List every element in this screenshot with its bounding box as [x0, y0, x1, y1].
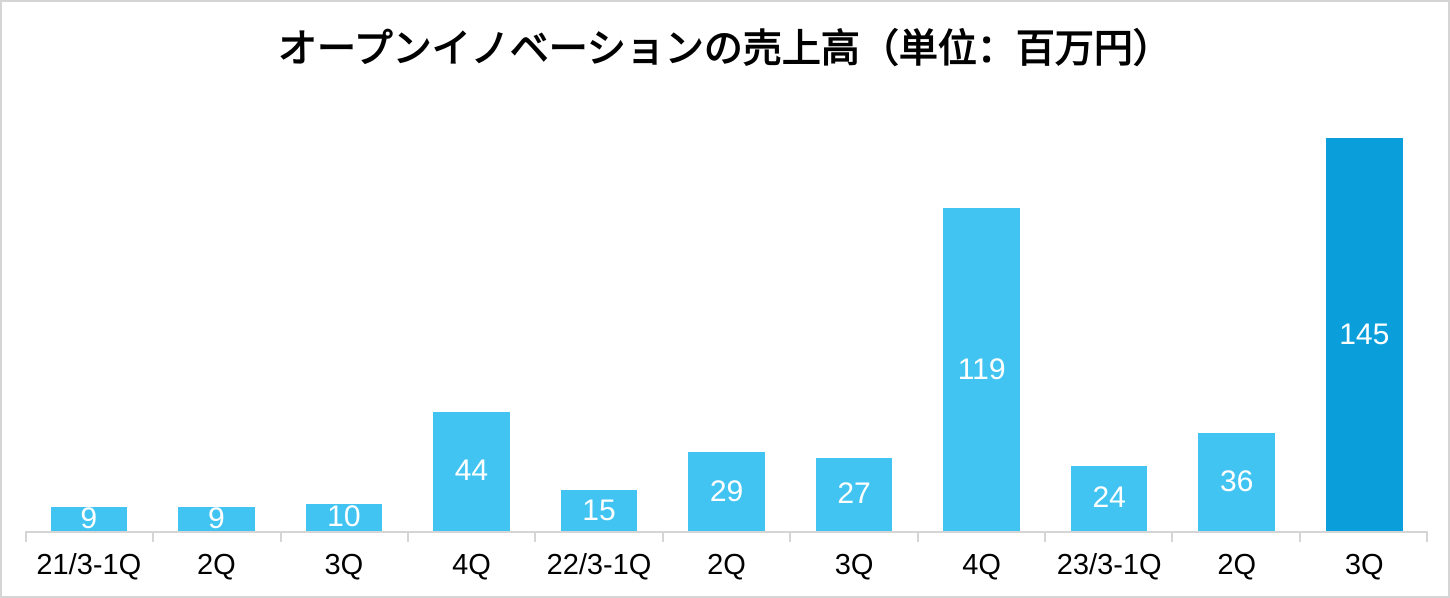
- bar-value-label: 10: [327, 500, 361, 534]
- axis-tick-cell: [536, 533, 664, 542]
- category-slot: 27: [790, 138, 918, 531]
- bar[interactable]: 15: [560, 490, 638, 531]
- bar[interactable]: 36: [1198, 433, 1275, 531]
- x-axis-category-label: 3Q: [324, 549, 364, 581]
- bar[interactable]: 145: [1325, 138, 1403, 531]
- x-axis-category-label: 3Q: [1344, 549, 1384, 581]
- bar[interactable]: 24: [1070, 465, 1148, 531]
- bar-value-label: 44: [454, 454, 489, 488]
- bar[interactable]: 44: [433, 411, 510, 531]
- x-axis-category-label: 2Q: [1217, 549, 1257, 581]
- x-axis-category-label: 2Q: [196, 549, 236, 581]
- bar[interactable]: 29: [688, 452, 765, 531]
- axis-tick-cell: [1046, 533, 1174, 542]
- bar-value-label: 9: [207, 501, 225, 535]
- bar-value-label: 145: [1339, 317, 1390, 351]
- category-slot: 9: [153, 138, 281, 535]
- category-slot: 36: [1173, 138, 1301, 531]
- category-slot: 15: [535, 138, 663, 531]
- bar-value-label: 36: [1220, 465, 1254, 499]
- bar[interactable]: 10: [305, 500, 383, 534]
- axis-tick-cell: [27, 533, 155, 542]
- category-slot: 29: [663, 138, 791, 531]
- bar[interactable]: 119: [943, 208, 1020, 531]
- x-axis-category-labels: 21/3-1Q 2Q 3Q 4Q 22/3-1Q 2Q 3Q 4Q 23/3-1…: [25, 549, 1428, 582]
- x-axis-category-label: 3Q: [834, 549, 874, 581]
- x-axis-category-label: 4Q: [452, 549, 491, 581]
- x-axis-category-label: 2Q: [707, 549, 746, 581]
- bar-value-label: 15: [582, 493, 616, 527]
- category-slot: 9: [25, 138, 153, 535]
- bar[interactable]: 9: [178, 501, 255, 535]
- axis-tick-cell: [1301, 533, 1428, 542]
- category-slot: 145: [1300, 138, 1428, 531]
- bar[interactable]: 27: [815, 457, 893, 531]
- axis-tick-cell: [791, 533, 919, 542]
- bar-value-label: 29: [709, 474, 744, 508]
- bar-value-label: 119: [957, 352, 1006, 386]
- axis-tick-cell: [154, 533, 282, 542]
- bar[interactable]: 9: [50, 501, 128, 535]
- axis-tick-cell: [919, 533, 1046, 542]
- x-axis-ticks: [25, 533, 1428, 542]
- bar-value-label: 9: [80, 501, 98, 535]
- category-slot: 44: [408, 138, 536, 531]
- x-axis-category-label: 4Q: [962, 549, 1001, 581]
- chart-title: オープンイノベーションの売上高（単位：百万円）: [278, 28, 1172, 71]
- axis-tick-cell: [664, 533, 792, 542]
- axis-tick-cell: [1173, 533, 1301, 542]
- x-axis-category-label: 21/3-1Q: [36, 549, 142, 581]
- axis-tick-cell: [409, 533, 537, 542]
- x-axis-category-label: 23/3-1Q: [1056, 549, 1162, 581]
- category-slot: 119: [918, 138, 1046, 531]
- x-axis-category-label: 22/3-1Q: [546, 549, 652, 581]
- axis-tick-cell: [282, 533, 410, 542]
- x-axis-line: [25, 531, 1428, 533]
- plot-area: 9 9 10 44 15 29 27 119: [25, 138, 1428, 535]
- category-slot: 10: [280, 138, 408, 534]
- category-slot: 24: [1045, 138, 1173, 531]
- bar-value-label: 27: [837, 477, 871, 511]
- bar-value-label: 24: [1092, 481, 1126, 515]
